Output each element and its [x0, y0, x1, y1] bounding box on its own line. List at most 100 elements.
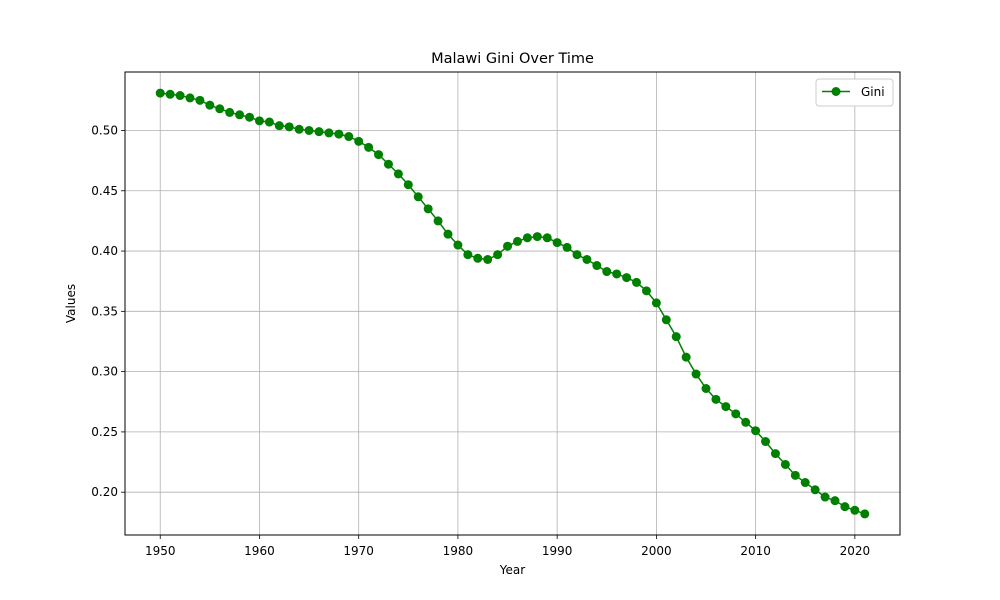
data-point [165, 89, 175, 99]
data-point [731, 409, 741, 419]
x-tick-label: 2020 [840, 544, 871, 558]
data-point [701, 384, 711, 394]
data-point [463, 250, 473, 260]
data-point [562, 242, 572, 252]
data-point [711, 394, 721, 404]
legend-marker [831, 87, 841, 96]
legend-label: Gini [861, 85, 885, 99]
data-point [235, 110, 245, 120]
data-point [393, 169, 403, 179]
data-point [741, 417, 751, 427]
data-point [632, 277, 642, 287]
y-tick-label: 0.45 [91, 184, 118, 198]
data-point [354, 136, 364, 146]
data-point [582, 254, 592, 264]
plot-area [125, 72, 900, 535]
data-point [542, 233, 552, 243]
y-tick-label: 0.20 [91, 485, 118, 499]
data-point [761, 437, 771, 447]
x-axis-label: Year [499, 563, 525, 577]
data-point [284, 122, 294, 132]
y-tick-label: 0.40 [91, 244, 118, 258]
data-point [264, 117, 274, 127]
data-point [820, 492, 830, 502]
data-point [503, 241, 513, 251]
y-tick-label: 0.50 [91, 123, 118, 137]
data-point [661, 315, 671, 325]
data-point [195, 95, 205, 105]
data-point [314, 127, 324, 137]
axis-ticks: 1950 1960 1970 1980 1990 2000 2010 2020 0.20 0.25… [91, 123, 870, 558]
data-point [453, 240, 463, 250]
data-point [215, 104, 225, 114]
data-point [622, 273, 632, 283]
data-point [850, 505, 860, 515]
x-tick-label: 1960 [244, 544, 275, 558]
y-tick-label: 0.30 [91, 365, 118, 379]
data-point [751, 426, 761, 436]
data-point [443, 229, 453, 239]
data-point [522, 233, 532, 243]
data-point [493, 250, 503, 260]
data-point [651, 298, 661, 308]
data-point [572, 250, 582, 260]
data-point [433, 216, 443, 226]
data-point [671, 332, 681, 342]
data-point [175, 91, 185, 101]
x-tick-label: 1990 [542, 544, 573, 558]
data-point [294, 124, 304, 134]
data-point [592, 261, 602, 271]
data-point [254, 116, 264, 126]
y-axis-label: Values [64, 284, 78, 323]
data-point [641, 286, 651, 296]
data-point [780, 459, 790, 469]
data-point [473, 253, 483, 263]
legend: Gini [815, 78, 894, 107]
data-point [483, 254, 493, 264]
data-point [840, 502, 850, 512]
plot-frame [124, 71, 901, 536]
data-point [344, 132, 354, 142]
x-tick-label: 1970 [343, 544, 374, 558]
legend-box [815, 78, 894, 107]
data-point [810, 485, 820, 495]
x-tick-label: 1980 [443, 544, 474, 558]
x-tick-label: 2010 [740, 544, 771, 558]
data-point [374, 150, 384, 160]
data-point [304, 125, 314, 135]
data-point [552, 238, 562, 248]
data-point [532, 232, 542, 242]
data-point [681, 352, 691, 362]
data-point [413, 192, 423, 202]
data-point [691, 369, 701, 379]
y-tick-label: 0.35 [91, 304, 118, 318]
data-point [423, 204, 433, 214]
data-point [512, 236, 522, 246]
x-tick-label: 2000 [641, 544, 672, 558]
chart-title: Malawi Gini Over Time [431, 51, 594, 67]
data-point [860, 509, 870, 519]
data-point [324, 128, 334, 138]
data-point [830, 496, 840, 506]
series-layer [155, 88, 870, 519]
data-point [790, 470, 800, 480]
data-point [245, 112, 255, 122]
data-point [274, 121, 284, 131]
data-point [334, 129, 344, 139]
x-tick-label: 1950 [145, 544, 176, 558]
data-point [185, 93, 195, 103]
data-point [602, 267, 612, 277]
data-point [364, 142, 374, 152]
data-point [403, 180, 413, 190]
data-point [383, 159, 393, 169]
data-point [612, 269, 622, 279]
data-point [155, 88, 165, 98]
data-point [770, 449, 780, 459]
data-point [205, 100, 215, 110]
data-point [721, 402, 731, 412]
data-point [800, 478, 810, 488]
grid-lines [125, 72, 900, 535]
data-point [225, 107, 235, 117]
y-tick-label: 0.25 [91, 425, 118, 439]
